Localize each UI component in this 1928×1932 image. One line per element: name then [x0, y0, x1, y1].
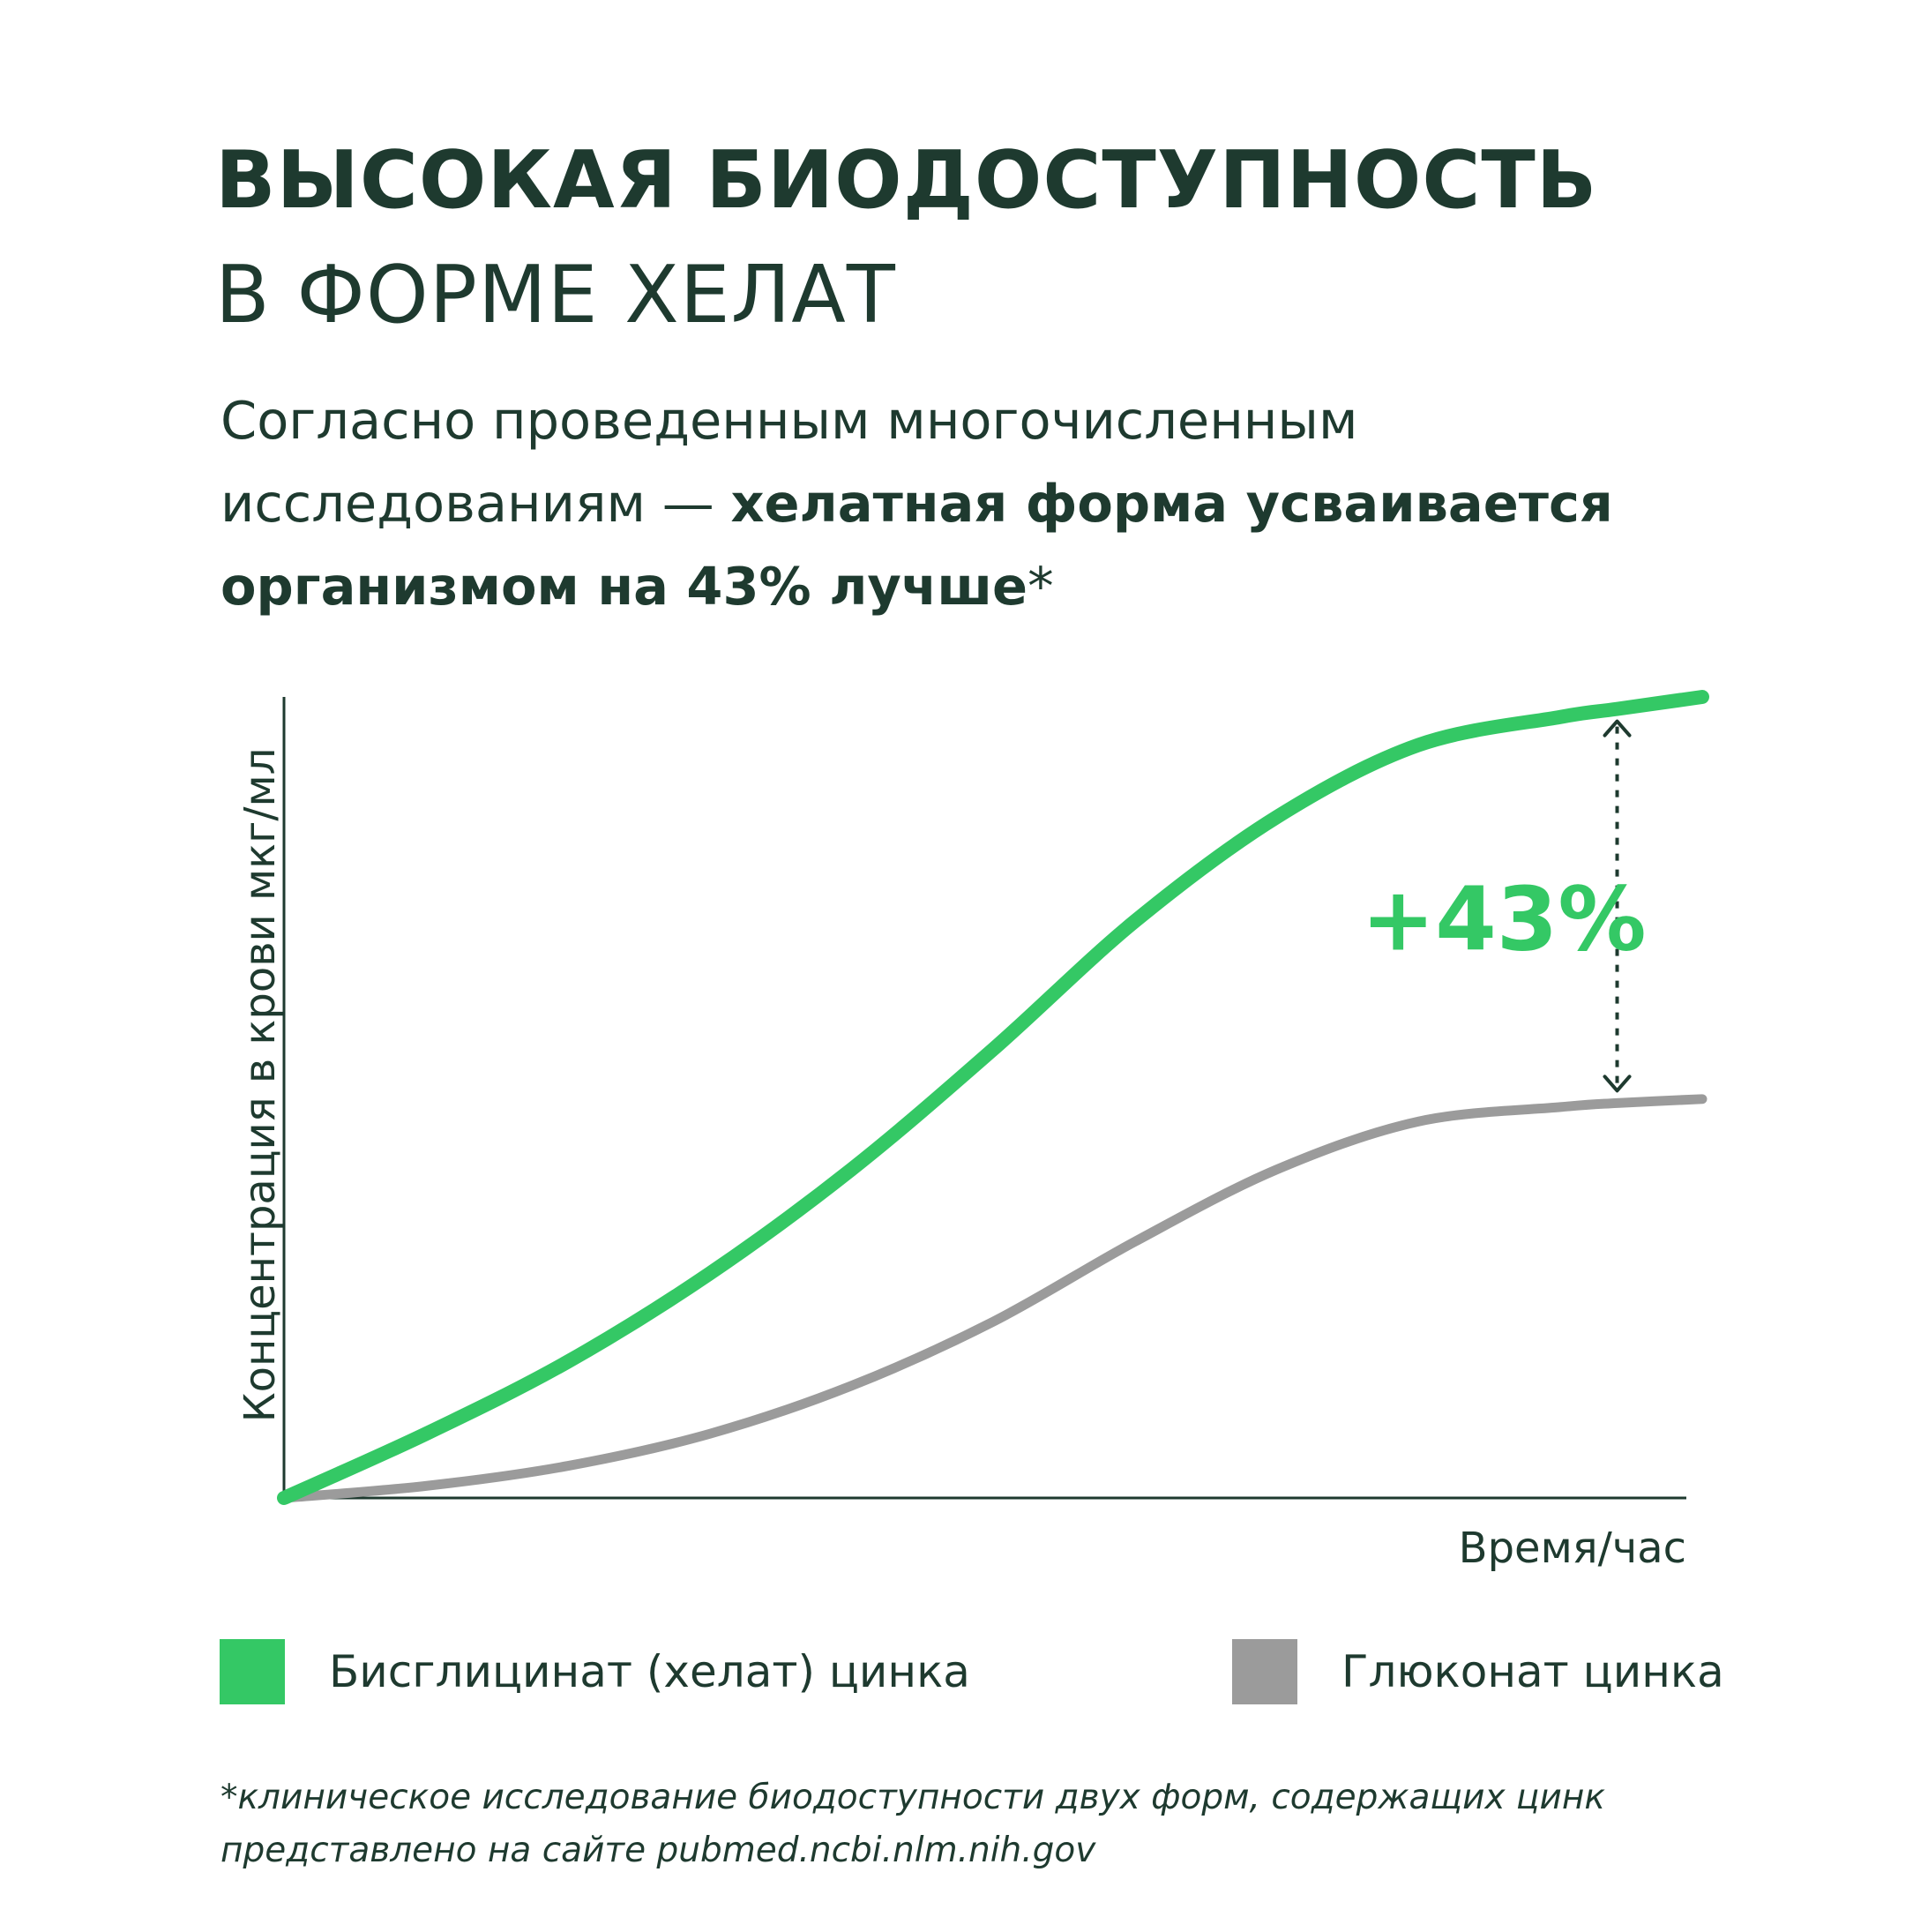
y-axis-label: Концентрация в крови мкг/мл: [235, 747, 285, 1423]
legend-swatch-chelate: [220, 1639, 285, 1704]
series-line-gluconate: [279, 1094, 1708, 1503]
lead-bold-text: хелатная форма усваивается организмом на…: [220, 473, 1613, 617]
legend-item-chelate: Бисглицинат (хелат) цинка: [220, 1639, 970, 1704]
legend-item-gluconate: Глюконат цинка: [1232, 1639, 1724, 1704]
footnote-line-1: *клиническое исследование биодоступности…: [220, 1778, 1605, 1817]
series-layer: [277, 690, 1709, 1505]
x-axis-label: Время/час: [1458, 1524, 1686, 1573]
page-title: ВЫСОКАЯ БИОДОСТУПНОСТЬ: [215, 134, 1598, 227]
legend-label-gluconate: Глюконат цинка: [1341, 1646, 1724, 1697]
legend-label-chelate: Бисглицинат (хелат) цинка: [329, 1646, 970, 1697]
annotation-arrowhead-top: [1603, 719, 1632, 738]
page-subtitle: В ФОРМЕ ХЕЛАТ: [215, 249, 896, 341]
footnote: *клиническое исследование биодоступности…: [220, 1771, 1737, 1877]
lead-regular-text: Согласно проведенным многочисленным иссл…: [220, 390, 1358, 534]
lead-asterisk: *: [1028, 556, 1054, 617]
lead-paragraph: Согласно проведенным многочисленным иссл…: [220, 379, 1737, 628]
legend-swatch-gluconate: [1232, 1639, 1297, 1704]
series-line-chelate: [277, 690, 1709, 1505]
difference-annotation: +43%: [1361, 867, 1647, 971]
footnote-line-2: представлено на сайте pubmed.ncbi.nlm.ni…: [220, 1831, 1096, 1870]
annotation-arrowhead-bottom: [1603, 1075, 1632, 1093]
annotation-layer: [1603, 719, 1632, 1093]
